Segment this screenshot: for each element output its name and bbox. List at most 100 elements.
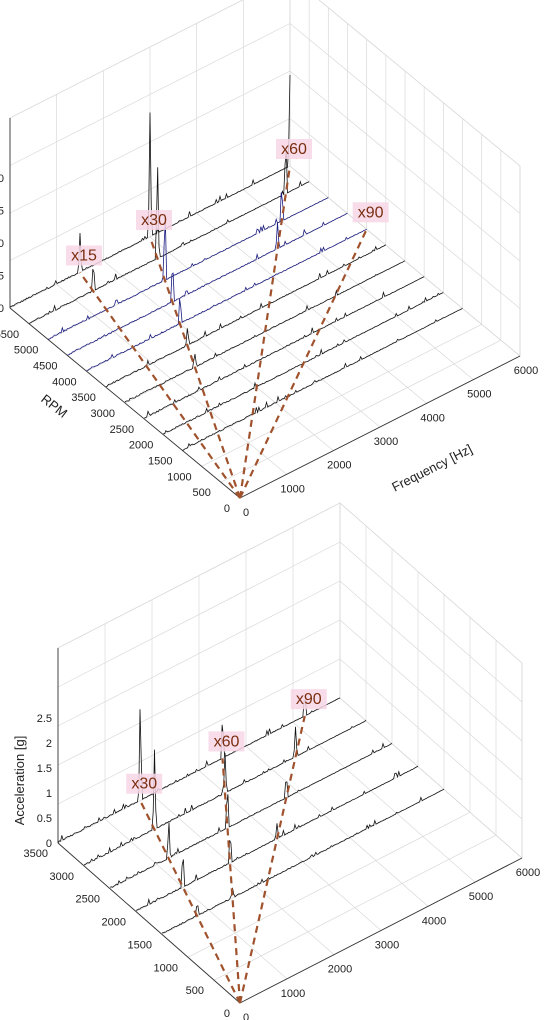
order-label-x30: x30 [131, 776, 157, 793]
back-wall-0 [339, 502, 523, 859]
order-line-x60 [238, 165, 292, 499]
x-tick-label: 6000 [516, 867, 540, 879]
z-grid-5 [57, 502, 523, 664]
y-axis-line [57, 842, 241, 1004]
z-tick-label: 0.5 [37, 813, 52, 825]
x-tick-label: 4000 [420, 412, 444, 424]
order-label-x60: x60 [214, 733, 240, 750]
y-tick-label: 2500 [110, 424, 134, 436]
z-grid-0 [9, 165, 521, 357]
y-tick-label: 2000 [129, 440, 153, 452]
x-grid-3 [198, 770, 382, 931]
y-tick-label: 1000 [167, 471, 191, 483]
x-tick-label: 1000 [280, 483, 304, 495]
axes [9, 118, 521, 499]
order-line-x90 [238, 715, 306, 1004]
z-grid-2 [57, 619, 523, 781]
order-line-x15 [79, 271, 241, 499]
x-tick-label: 5000 [467, 389, 491, 401]
z-grid-3 [57, 580, 523, 742]
order-label-bg [126, 773, 163, 794]
order-label-bg [276, 139, 312, 159]
x-tick-label: 1000 [281, 988, 305, 1000]
spectrum-rpm-4000 [86, 228, 367, 371]
y-grid-1 [220, 339, 501, 483]
order-label-bg [66, 245, 102, 266]
x-tick-label: 0 [243, 507, 249, 519]
z-grid-3 [9, 23, 521, 214]
spectrum-rpm-2500 [109, 742, 393, 888]
z-tick-label: 2 [46, 738, 52, 750]
spectrum-rpm-1500 [182, 307, 463, 451]
x-grid-5 [292, 721, 476, 883]
spectrum-rpm-2000 [135, 765, 419, 911]
y-grid-2 [187, 811, 471, 958]
y-tick-label: 1500 [148, 456, 172, 468]
y-tick-label: 3000 [91, 408, 115, 420]
z-grid-1 [57, 658, 523, 820]
x-tick-label: 2000 [328, 964, 352, 976]
z-tick-label: 15 [0, 206, 4, 218]
y-tick-label: 5000 [14, 345, 38, 357]
order-lines: x15 x30 x60 x90 [66, 139, 389, 499]
x-tick-label: 5000 [469, 891, 493, 903]
x-tick-label: 6000 [514, 365, 538, 377]
x-grid-4 [245, 746, 429, 907]
z-tick-label: 5 [0, 271, 4, 283]
spectra [57, 697, 445, 934]
x-grid-1 [104, 818, 288, 980]
y-tick-label: 5500 [0, 329, 19, 341]
z-tick-label: 2.5 [37, 713, 52, 725]
chart-panel-1: 0100020003000400050006000050010001500200… [0, 0, 538, 519]
z-grid-1 [9, 118, 521, 309]
order-line-x30 [139, 800, 241, 1004]
y-tick-label: 4000 [52, 376, 76, 388]
x-tick-label: 3000 [374, 436, 398, 448]
y-tick-label: 3000 [50, 871, 74, 883]
y-grid-3 [161, 789, 445, 935]
order-label-bg [136, 210, 172, 230]
y-axis-line [9, 307, 241, 499]
y-grid-1 [213, 834, 497, 981]
y-tick-label: 1500 [128, 939, 152, 951]
x-grid-2 [151, 794, 335, 955]
z-grid-2 [9, 70, 521, 262]
spectrum-rpm-5500 [29, 149, 310, 324]
order-line-x90 [239, 228, 368, 499]
order-line-x30 [148, 236, 242, 499]
y-tick-label: 500 [186, 985, 204, 997]
y-tick-label: 2500 [76, 894, 100, 906]
order-label-x60: x60 [281, 141, 307, 158]
order-label-x90: x90 [296, 691, 322, 708]
order-label-bg [208, 731, 245, 752]
spectrum-rpm-1500 [161, 788, 445, 934]
z-tick-label: 1.5 [37, 763, 52, 775]
axes [57, 648, 523, 1004]
x-tick-label: 4000 [422, 915, 446, 927]
x-tick-label: 3000 [375, 940, 399, 952]
order-label-bg [290, 689, 327, 710]
y-axis-label: RPM [38, 391, 70, 421]
spectrum-rpm-3000 [83, 719, 367, 866]
chart-panel-2: 0100020003000400050006000050010001500200… [12, 502, 540, 1020]
spectrum-rpm-5000 [48, 192, 329, 340]
grid-lines [57, 502, 523, 1004]
spectrum-rpm-3500 [57, 697, 341, 844]
x-tick-label: 2000 [327, 460, 351, 472]
spectrum-rpm-4500 [67, 213, 348, 356]
y-tick-label: 3500 [71, 392, 95, 404]
y-tick-label: 4500 [33, 361, 57, 373]
y-tick-label: 500 [192, 487, 210, 499]
order-line-x60 [221, 758, 242, 1004]
y-tick-label: 0 [224, 1008, 230, 1020]
z-tick-label: 20 [0, 173, 4, 185]
y-grid-9 [67, 213, 348, 356]
z-axis-label: Acceleration [g] [12, 736, 27, 826]
order-label-bg [352, 202, 389, 223]
spectrum-rpm-3500 [105, 244, 387, 387]
y-tick-label: 3500 [24, 848, 48, 860]
x-tick-label: 0 [243, 1012, 249, 1020]
z-grid-4 [57, 541, 523, 703]
spectrum-rpm-6000 [9, 74, 291, 308]
